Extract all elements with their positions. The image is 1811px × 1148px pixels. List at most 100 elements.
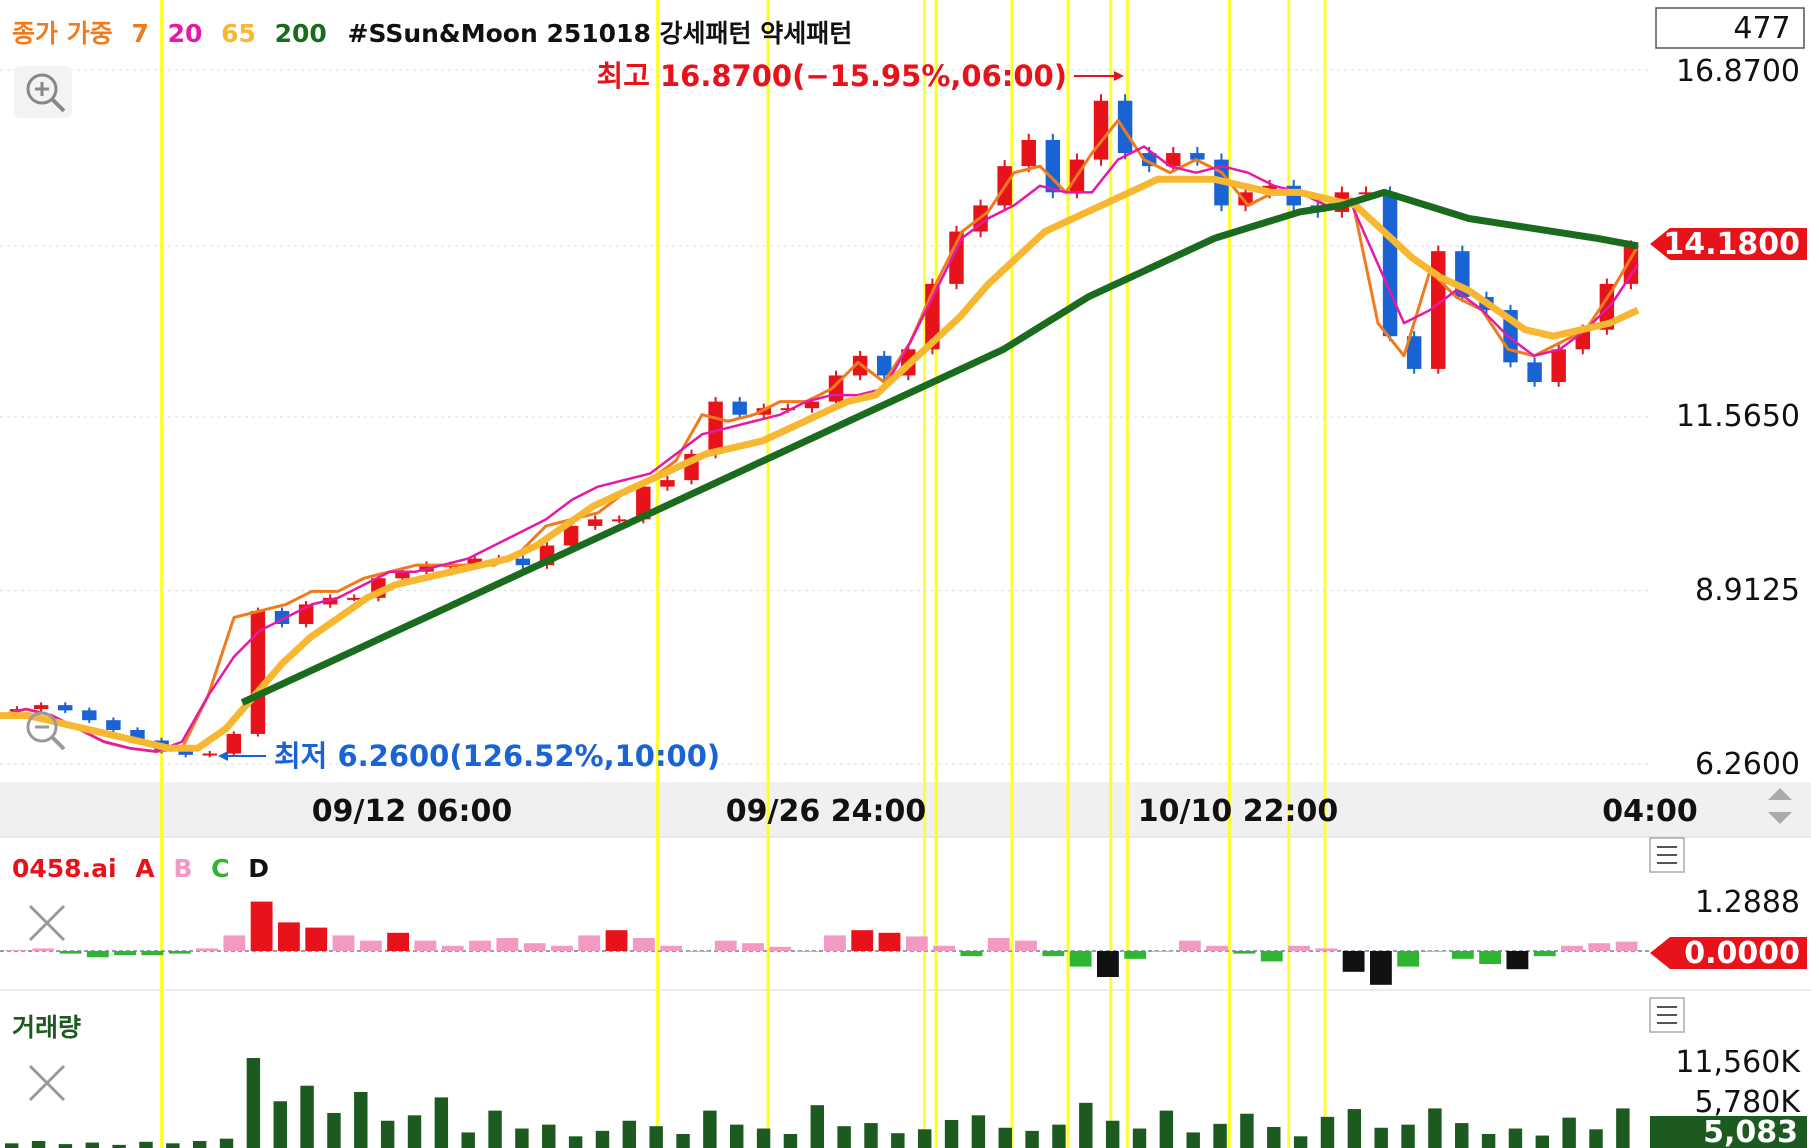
indicator-bar <box>1561 945 1583 951</box>
indicator-bar <box>1042 951 1065 957</box>
zoom-out-icon[interactable] <box>26 711 66 751</box>
volume-menu-icon[interactable] <box>1649 997 1685 1033</box>
volume-bar <box>1079 1102 1093 1148</box>
legend-period-7: 7 <box>131 19 148 48</box>
indicator-bar <box>168 951 191 954</box>
volume-bar <box>31 1140 46 1148</box>
time-tick: 09/12 06:00 <box>312 794 512 829</box>
volume-bar <box>703 1110 717 1148</box>
price-tick: 16.8700 <box>1676 54 1800 89</box>
legend-prefix: 종가 가중 <box>12 19 113 48</box>
count-box <box>1655 7 1805 49</box>
volume-bar <box>1159 1110 1174 1148</box>
indicator-bar <box>496 938 519 951</box>
volume-bar <box>219 1138 234 1148</box>
indicator-menu-icon[interactable] <box>1649 837 1685 873</box>
candle-body <box>1358 192 1374 195</box>
volume-bar <box>649 1126 663 1148</box>
volume-bar <box>139 1141 153 1148</box>
volume-bar <box>488 1110 502 1148</box>
candle-body <box>1623 245 1639 284</box>
volume-tick: 11,560K <box>1675 1045 1801 1080</box>
time-tick: 10/10 22:00 <box>1138 794 1338 829</box>
candle-body <box>467 558 482 566</box>
indicator-bar <box>578 935 601 951</box>
candle-body <box>876 355 892 376</box>
volume-title: 거래량 <box>12 1013 81 1042</box>
volume-bar <box>971 1115 986 1148</box>
candle-body <box>226 733 242 754</box>
volume-bar <box>273 1101 287 1148</box>
indicator-bar <box>687 951 710 952</box>
volume-bar <box>783 1133 798 1148</box>
volume-bar <box>112 1144 126 1148</box>
candle-body <box>1045 139 1061 193</box>
candle-body <box>1382 192 1398 337</box>
candle-body <box>563 525 579 546</box>
volume-bar <box>85 1142 99 1148</box>
volume-close-icon[interactable] <box>28 1064 66 1102</box>
indicator-close-icon[interactable] <box>28 904 66 942</box>
high-arrow-head <box>1114 71 1124 81</box>
indicator-bar <box>441 945 464 951</box>
indicator-bar <box>1015 940 1037 951</box>
indicator-bar <box>5 949 27 951</box>
volume-bar <box>676 1133 690 1148</box>
candle-body <box>395 571 410 579</box>
candle-body <box>82 710 97 721</box>
indicator-bar <box>114 951 137 956</box>
indicator-bar <box>1615 941 1638 951</box>
zoom-in-icon[interactable] <box>14 66 72 118</box>
volume-current: 5,083 <box>1703 1115 1798 1148</box>
indicator-bar <box>660 945 683 951</box>
candle-body <box>732 401 747 415</box>
indicator-bar <box>551 945 573 951</box>
volume-bar <box>730 1124 744 1148</box>
ma-line-200 <box>240 188 1639 706</box>
candle-body <box>1117 100 1133 154</box>
indicator-bar <box>1233 951 1256 954</box>
candle-body <box>130 729 145 741</box>
legend: 종가 가중 7 20 65 200 #SSun&Moon 251018 강세패턴… <box>12 19 852 48</box>
volume-bar <box>354 1091 368 1148</box>
volume-bar <box>622 1120 637 1148</box>
indicator-bar <box>960 951 983 957</box>
price-tick: 11.5650 <box>1676 399 1800 434</box>
time-axis: 09/12 06:00 09/26 24:00 10/10 22:00 04:0… <box>312 794 1698 829</box>
volume-bar <box>1105 1120 1120 1148</box>
indicator-bar <box>1397 951 1420 967</box>
indicator-bar <box>1342 951 1365 972</box>
volume-bar <box>407 1115 422 1148</box>
volume-bar <box>1508 1128 1523 1148</box>
candle-body <box>1190 153 1205 160</box>
candle-body <box>1527 362 1542 383</box>
price-tick: 6.2600 <box>1695 747 1800 782</box>
high-annotation: 최고 16.8700(−15.95%,06:00) <box>597 59 1067 93</box>
volume-bar <box>837 1126 851 1148</box>
volume-bar <box>864 1123 878 1148</box>
indicator-bar <box>1178 940 1201 951</box>
volume-bar <box>5 1143 19 1148</box>
candle-body <box>347 597 362 600</box>
volume-bar <box>1267 1126 1281 1148</box>
indicator-bar <box>824 935 846 951</box>
candle-body <box>202 753 217 756</box>
indicator-bar <box>1479 951 1502 964</box>
indicator-line-c: C <box>211 854 229 883</box>
volume-bar <box>944 1119 959 1148</box>
indicator-bar <box>1069 951 1092 967</box>
indicator-bar <box>141 951 164 956</box>
indicator-bar <box>278 922 300 951</box>
indicator-bar <box>1206 945 1229 951</box>
ma-line-20 <box>0 145 1640 753</box>
volume-bar <box>756 1128 771 1148</box>
axis-scroll-icon[interactable] <box>1768 788 1792 824</box>
candle-body <box>780 408 796 411</box>
volume-bar <box>1589 1129 1603 1148</box>
indicator-bar <box>1533 951 1556 957</box>
candle-body <box>1551 349 1566 383</box>
indicator-bar <box>59 951 82 954</box>
candle-body <box>1021 139 1036 167</box>
indicator-bar <box>305 927 328 951</box>
